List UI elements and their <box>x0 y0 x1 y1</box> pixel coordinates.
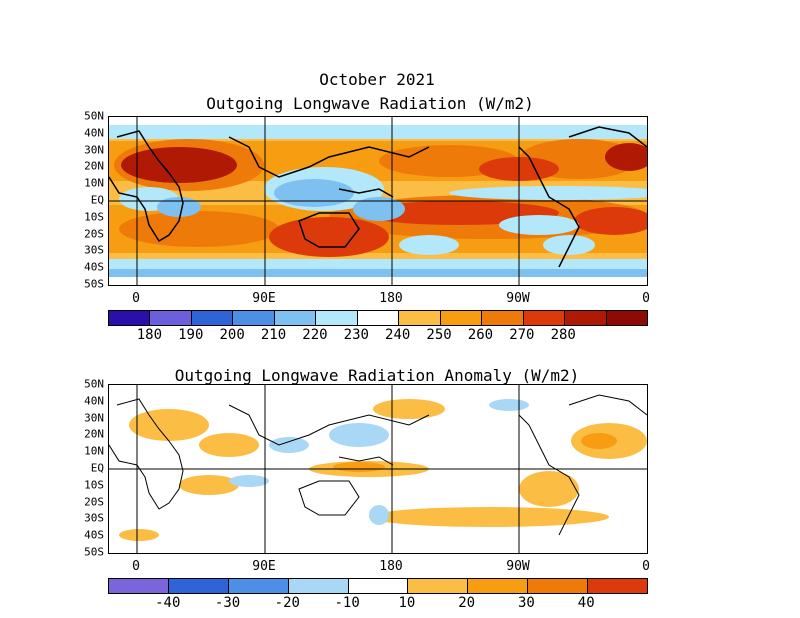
colorbar-tick-label: 270 <box>509 327 535 343</box>
colorbar-swatch <box>408 579 469 593</box>
colorbar-swatch <box>348 579 409 593</box>
lat-label: 10S <box>84 210 104 224</box>
lat-label: 40S <box>84 260 104 274</box>
colorbar-swatch <box>399 311 441 325</box>
colorbar-swatch <box>440 311 483 325</box>
colorbar-tick-label: -10 <box>334 595 360 611</box>
lon-label: 0 <box>642 559 650 574</box>
colorbar-tick-label: 40 <box>577 595 595 611</box>
lon-label: 0 <box>642 291 650 306</box>
colorbar-swatch <box>316 311 358 325</box>
lat-label: 40N <box>84 126 104 140</box>
lat-label: 50S <box>84 545 104 559</box>
colorbar-tick-label: 230 <box>343 327 369 343</box>
lat-label: 30N <box>84 143 104 157</box>
colorbar-tick-label: 260 <box>467 327 494 343</box>
colorbar-swatch <box>233 311 275 325</box>
lat-label: 30S <box>84 511 104 525</box>
lat-label: 10S <box>84 478 104 492</box>
colorbar-swatch <box>357 311 400 325</box>
colorbar-tick-label: 220 <box>302 327 328 343</box>
lon-label: 90W <box>506 291 530 306</box>
colorbar-swatch <box>468 579 529 593</box>
colorbar-swatch <box>565 311 607 325</box>
anomaly-colorbar <box>108 578 648 594</box>
lon-label: 90E <box>252 559 276 574</box>
lat-label: 30S <box>84 243 104 257</box>
colorbar-swatch <box>523 311 566 325</box>
lat-label: EQ <box>90 193 104 207</box>
olr-map-panel <box>108 116 648 286</box>
colorbar-tick-label: 210 <box>260 327 287 343</box>
colorbar-swatch <box>274 311 317 325</box>
lon-label: 90W <box>506 559 530 574</box>
olr-anomaly-panel-title: Outgoing Longwave Radiation Anomaly (W/m… <box>174 366 580 385</box>
lat-label: 20N <box>84 427 104 441</box>
colorbar-swatch <box>588 579 648 593</box>
lat-label: 10N <box>84 176 104 190</box>
lon-label: 0 <box>132 559 140 574</box>
colorbar-tick-label: 250 <box>426 327 452 343</box>
lon-label: 180 <box>379 291 403 306</box>
colorbar-swatch <box>150 311 192 325</box>
colorbar-swatch <box>482 311 524 325</box>
lat-label: 50S <box>84 277 104 291</box>
lat-label: EQ <box>90 461 104 475</box>
map-date-title: October 2021 <box>319 70 435 89</box>
colorbar-tick-label: 190 <box>178 327 204 343</box>
olr-panel-title: Outgoing Longwave Radiation (W/m2) <box>206 94 534 113</box>
lon-label: 180 <box>379 559 403 574</box>
olr-anomaly-map-panel <box>108 384 648 554</box>
colorbar-tick-label: 20 <box>458 595 476 611</box>
lon-label: 0 <box>132 291 140 306</box>
lat-label: 50N <box>84 109 104 123</box>
lat-label: 40N <box>84 394 104 408</box>
colorbar-tick-label: 30 <box>518 595 535 611</box>
colorbar-tick-label: -20 <box>274 595 300 611</box>
colorbar-tick-label: -40 <box>155 595 181 611</box>
colorbar-swatch <box>109 311 151 325</box>
lat-label: 20S <box>84 227 104 241</box>
lat-label: 10N <box>84 444 104 458</box>
colorbar-swatch <box>606 311 648 325</box>
colorbar-swatch <box>228 579 289 593</box>
lat-label: 30N <box>84 411 104 425</box>
colorbar-tick-label: -30 <box>214 595 241 611</box>
colorbar-swatch <box>288 579 349 593</box>
lat-label: 20S <box>84 495 104 509</box>
lat-label: 20N <box>84 159 104 173</box>
colorbar-swatch <box>528 579 589 593</box>
colorbar-tick-label: 280 <box>550 327 576 343</box>
colorbar-tick-label: 200 <box>219 327 245 343</box>
lat-label: 50N <box>84 377 104 391</box>
colorbar-tick-label: 180 <box>136 327 163 343</box>
colorbar-swatch <box>191 311 234 325</box>
olr-colorbar <box>108 310 648 326</box>
colorbar-tick-label: 10 <box>398 595 416 611</box>
colorbar-swatch <box>109 579 169 593</box>
lat-label: 40S <box>84 528 104 542</box>
lon-label: 90E <box>252 291 276 306</box>
colorbar-tick-label: 240 <box>385 327 411 343</box>
colorbar-swatch <box>168 579 229 593</box>
